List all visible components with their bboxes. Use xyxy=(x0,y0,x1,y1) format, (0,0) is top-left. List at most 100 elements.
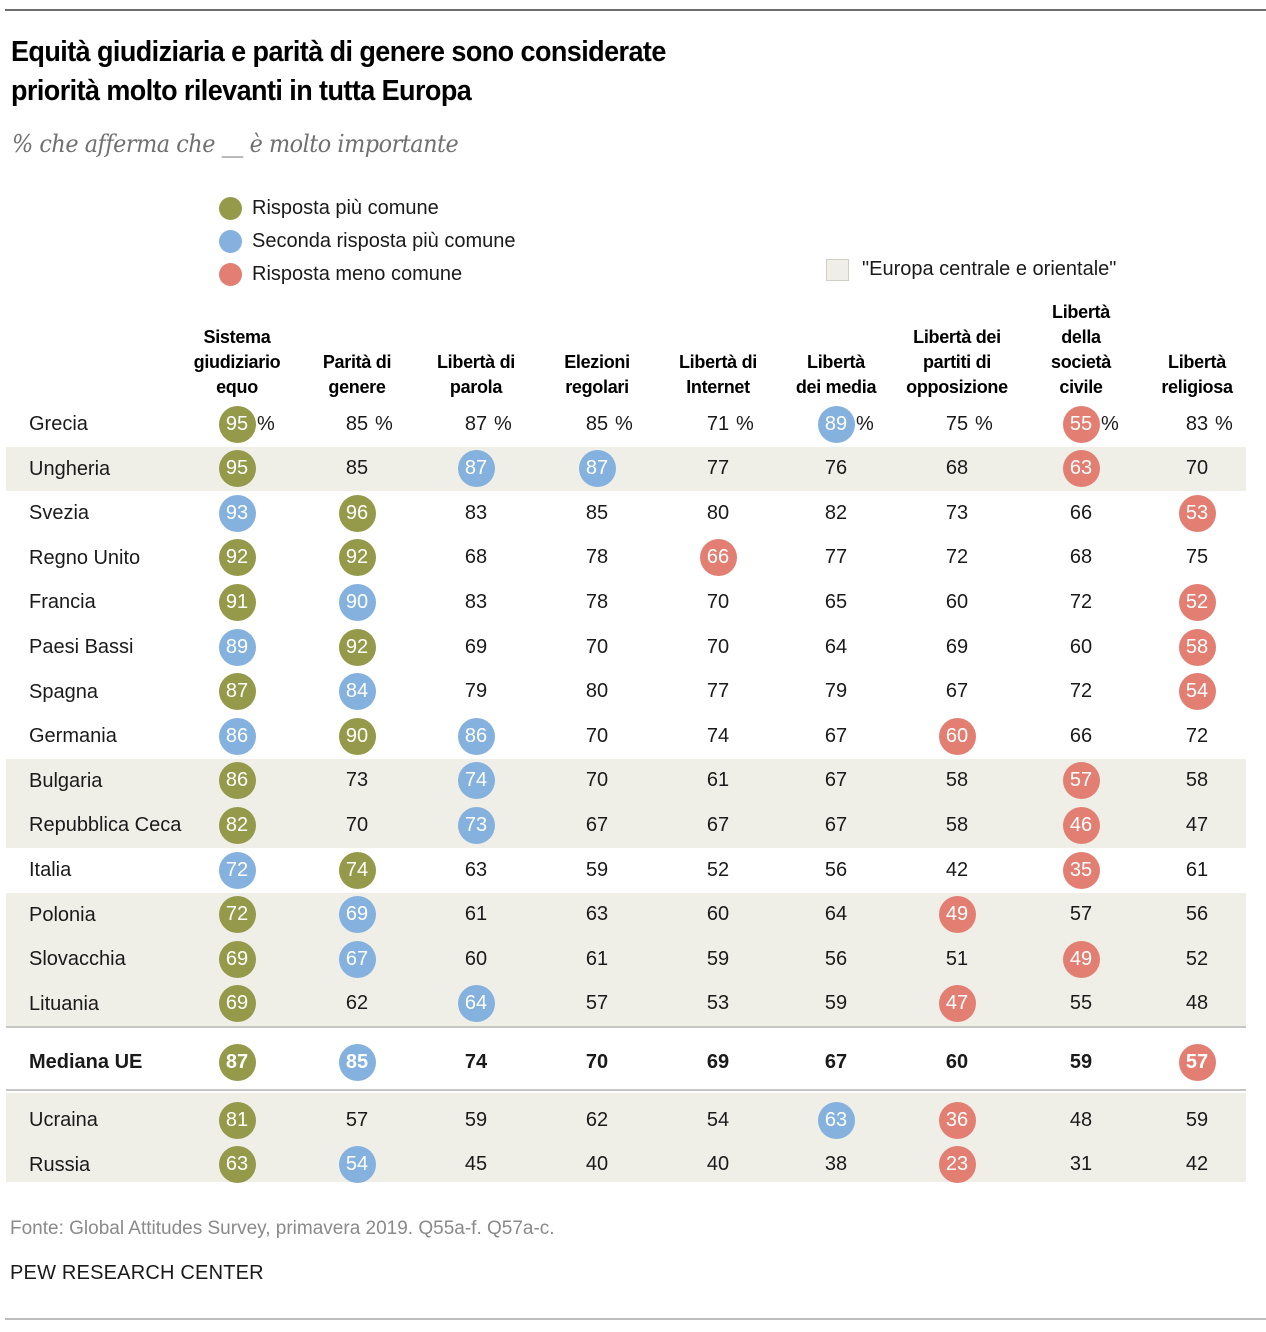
value-text: 59 xyxy=(824,992,848,1015)
central-eastern-europe-band xyxy=(6,758,1246,848)
column-header-text: Libertà dei partiti di opposizione xyxy=(906,325,1008,400)
value-cell: 82 xyxy=(207,803,267,847)
column-header-line: Elezioni xyxy=(564,352,630,372)
value-cell: 67 xyxy=(806,759,866,803)
value-cell: 65 xyxy=(806,580,866,624)
title-line-1: Equità giudiziaria e parità di genere so… xyxy=(11,36,666,68)
highlight-bubble: 53 xyxy=(1178,494,1216,532)
highlight-bubble: 63 xyxy=(817,1101,855,1139)
country-label: Paesi Bassi xyxy=(29,636,134,658)
highlight-bubble: 85 xyxy=(338,1043,376,1081)
top-rule xyxy=(5,9,1266,11)
value-cell: 85 xyxy=(327,1040,387,1084)
value-text: 72 xyxy=(1069,590,1093,613)
value-cell: 36 xyxy=(927,1098,987,1142)
value-text: 67 xyxy=(945,680,969,703)
country-label: Spagna xyxy=(29,680,98,703)
country-label: Regno Unito xyxy=(29,546,141,569)
highlight-bubble: 54 xyxy=(338,1146,376,1184)
column-header: Libertà dei media xyxy=(771,300,901,400)
value-cell: 60 xyxy=(688,893,748,937)
value-cell: 72 xyxy=(1051,580,1111,624)
value-cell: 86 xyxy=(446,714,506,758)
value-cell: 59 xyxy=(446,1098,506,1142)
highlight-bubble: 90 xyxy=(338,717,376,755)
table-row: Slovacchia 69 67 60 61 59 56 51 49 52 xyxy=(0,937,1266,981)
value-text: 48 xyxy=(1185,992,1209,1015)
value-cell: 85 xyxy=(327,447,387,491)
value-cell: 48 xyxy=(1167,982,1227,1026)
value-cell: 54 xyxy=(327,1143,387,1187)
value-cell: 42 xyxy=(1167,1143,1227,1187)
value-text: 69 xyxy=(464,635,488,658)
country-label: Ungheria xyxy=(29,457,111,480)
value-cell: 57 xyxy=(1051,893,1111,937)
value-cell: 58 xyxy=(1167,625,1227,669)
column-header: Libertà della società civile xyxy=(1016,300,1146,400)
highlight-bubble: 73 xyxy=(457,806,495,844)
percent-sign: % xyxy=(257,412,275,435)
value-cell: 68 xyxy=(446,536,506,580)
value-cell: 74 xyxy=(446,759,506,803)
table-row: Svezia 93 96 83 85 80 82 73 66 53 xyxy=(0,491,1266,535)
country-label: Slovacchia xyxy=(29,948,126,971)
country-label: Lituania xyxy=(29,992,100,1015)
table-row: Lituania 69 62 64 57 53 59 47 55 48 xyxy=(0,982,1266,1026)
table-row: Germania 86 90 86 70 74 67 60 66 72 xyxy=(0,714,1266,758)
value-cell: 55 xyxy=(1051,982,1111,1026)
value-cell: 76 xyxy=(806,447,866,491)
value-text: 67 xyxy=(824,724,848,747)
value-text: 74 xyxy=(706,724,730,747)
percent-sign: % xyxy=(1215,412,1233,435)
value-cell: 57 xyxy=(567,982,627,1026)
value-text: 61 xyxy=(464,903,488,926)
value-text: 56 xyxy=(824,947,848,970)
value-cell: 61 xyxy=(567,937,627,981)
divider-line xyxy=(6,1026,1246,1028)
percent-sign: % xyxy=(736,412,754,435)
value-cell: 84 xyxy=(327,670,387,714)
column-header-line: Internet xyxy=(686,377,750,397)
value-cell: 52 xyxy=(688,848,748,892)
legend-swatch-central-eastern-europe xyxy=(826,258,849,281)
value-cell: 68 xyxy=(927,447,987,491)
highlight-bubble: 72 xyxy=(218,851,256,889)
highlight-bubble: 92 xyxy=(338,539,376,577)
value-cell: 73 xyxy=(446,803,506,847)
value-text: 58 xyxy=(945,813,969,836)
country-label: Grecia xyxy=(29,413,88,435)
value-cell: 72 xyxy=(1051,670,1111,714)
value-cell: 72 xyxy=(1167,714,1227,758)
value-text: 60 xyxy=(945,590,969,613)
value-cell: 73 xyxy=(927,491,987,535)
column-header-line: Libertà xyxy=(1168,352,1226,372)
value-text: 70 xyxy=(585,1050,609,1073)
country-label: Russia xyxy=(29,1153,91,1176)
column-header-line: Parità di xyxy=(322,352,392,372)
legend-item-most-common: Risposta più comune xyxy=(219,192,516,225)
value-text: 63 xyxy=(585,903,609,926)
value-cell: 52 xyxy=(1167,937,1227,981)
value-cell: 71% xyxy=(688,402,754,446)
value-text: 70 xyxy=(585,635,609,658)
divider-line xyxy=(6,1089,1246,1091)
value-cell: 74 xyxy=(327,848,387,892)
value-cell: 64 xyxy=(806,893,866,937)
highlight-bubble: 89 xyxy=(817,405,855,443)
value-text: 53 xyxy=(706,992,730,1015)
value-text: 67 xyxy=(706,813,730,836)
value-cell: 67 xyxy=(688,803,748,847)
column-header-line: dei media xyxy=(795,377,877,397)
value-cell: 72 xyxy=(207,893,267,937)
value-text: 76 xyxy=(824,457,848,480)
column-header: Parità di genere xyxy=(292,300,422,400)
value-text: 69 xyxy=(706,1050,730,1073)
value-text: 83 xyxy=(464,590,488,613)
value-cell: 61 xyxy=(1167,848,1227,892)
column-header-line: parola xyxy=(449,377,503,397)
column-header: Libertà di Internet xyxy=(653,300,783,400)
highlight-bubble: 57 xyxy=(1062,762,1100,800)
value-cell: 80 xyxy=(688,491,748,535)
value-text: 60 xyxy=(464,947,488,970)
highlight-bubble: 35 xyxy=(1062,851,1100,889)
